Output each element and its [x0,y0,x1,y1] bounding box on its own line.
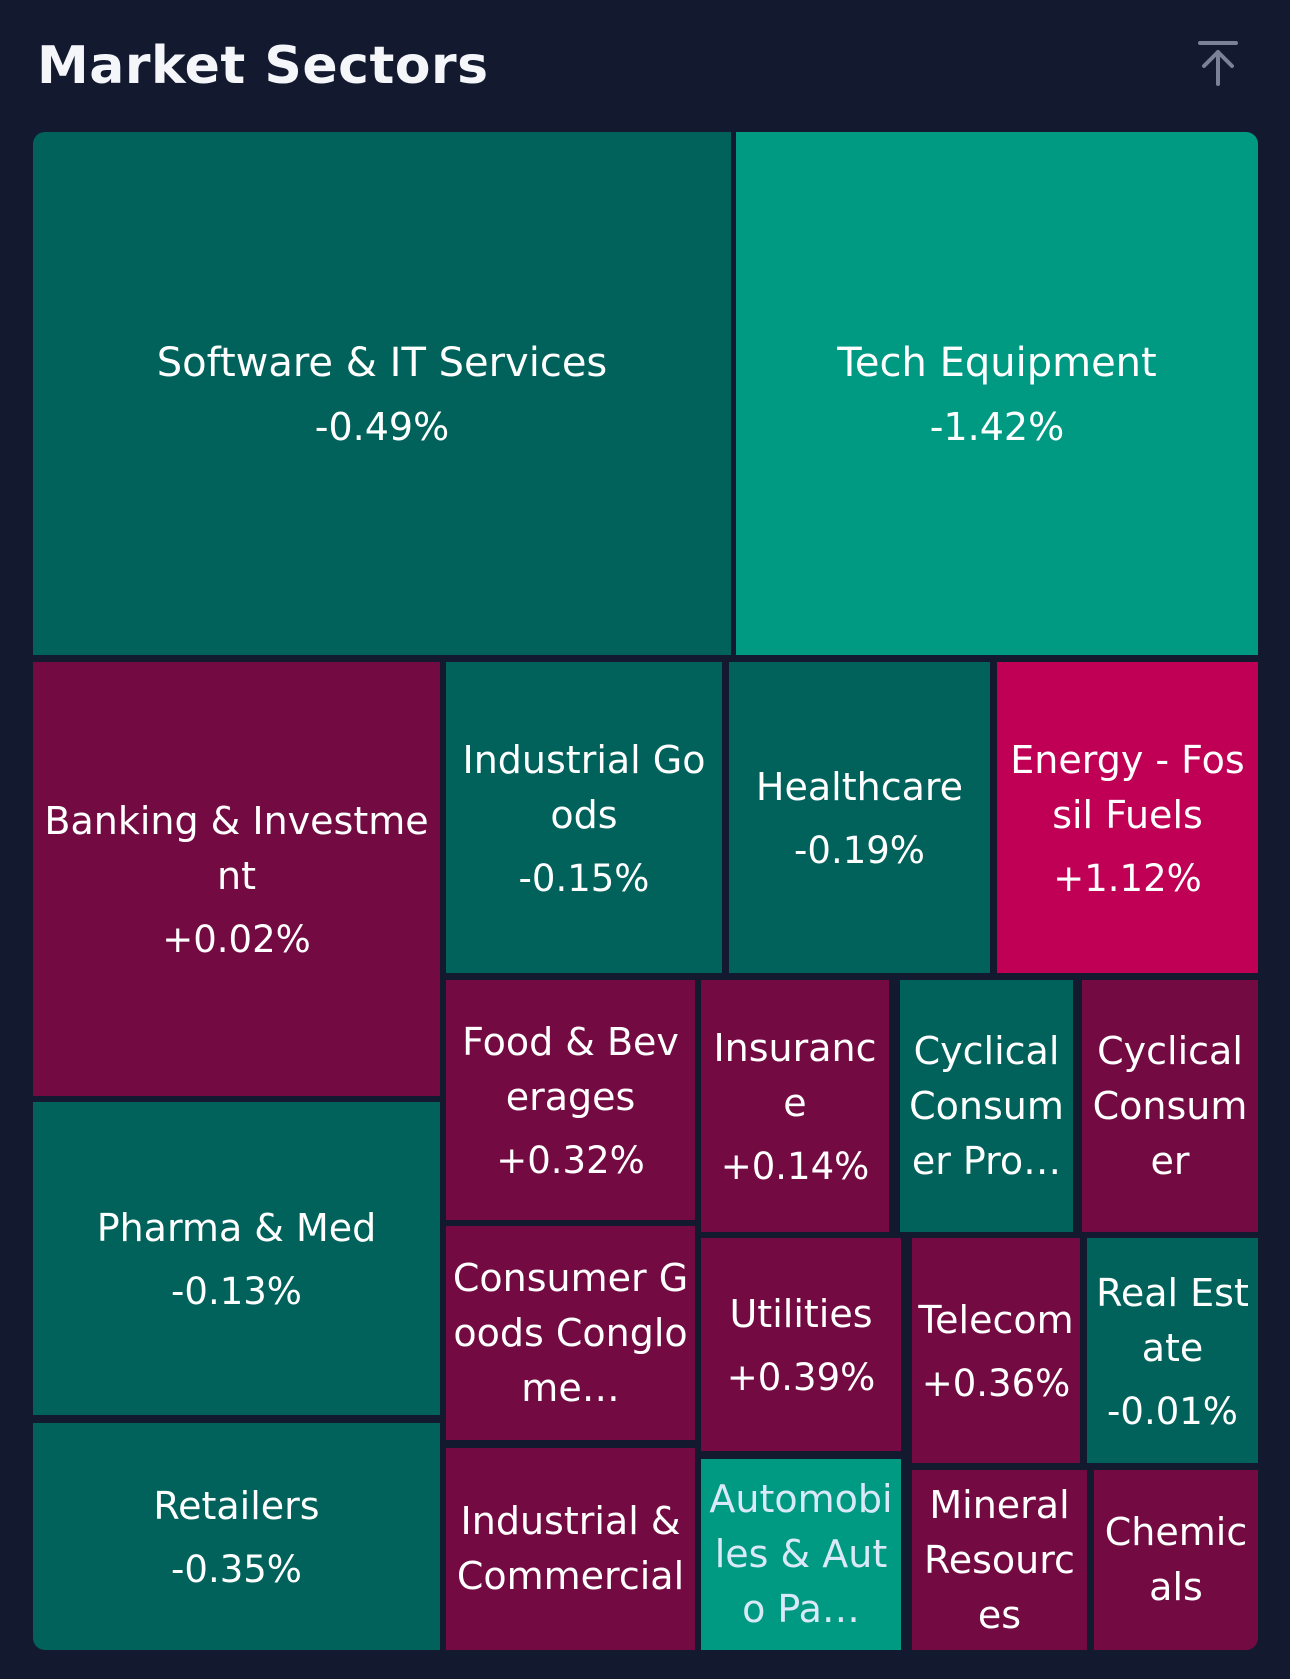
sector-tile-software-it-services[interactable]: Software & IT Services -0.49% [33,132,731,655]
sector-tile-healthcare[interactable]: Healthcare -0.19% [729,662,990,973]
sector-tile-energy-fossil-fuels[interactable]: Energy - Fossil Fuels +1.12% [997,662,1258,973]
sector-name: Pharma & Med [96,1206,377,1250]
sector-name: Real Estate [1096,1270,1249,1370]
sector-tile-industrial-commercial[interactable]: Industrial & Commercial [446,1448,695,1650]
sector-name: Energy - Fossil Fuels [1010,737,1245,837]
sector-tile-real-estate[interactable]: Real Estate -0.01% [1087,1238,1258,1463]
sector-tile-insurance[interactable]: Insurance +0.14% [701,980,889,1232]
sector-change: -0.19% [794,829,925,872]
sector-change: -0.13% [171,1270,302,1313]
header: Market Sectors [0,0,1290,128]
sector-tile-tech-equipment[interactable]: Tech Equipment -1.42% [736,132,1258,655]
sector-treemap: Software & IT Services -0.49% Tech Equip… [33,132,1258,1650]
sector-name: Automobiles & Auto Pa… [709,1477,893,1631]
page-title: Market Sectors [37,36,489,96]
sector-tile-banking-investment[interactable]: Banking & Investment +0.02% [33,662,440,1096]
sector-tile-retailers[interactable]: Retailers -0.35% [33,1423,440,1650]
sector-change: -0.15% [518,856,650,900]
sector-change: -0.35% [171,1548,302,1591]
sector-name: Cyclical Consumer Pro… [909,1028,1064,1183]
sector-tile-food-beverages[interactable]: Food & Beverages +0.32% [446,980,695,1220]
sector-name: Food & Beverages [462,1020,679,1119]
sector-name: Utilities [729,1292,873,1336]
sector-change: +0.14% [720,1145,870,1188]
sector-tile-consumer-goods-conglomerates[interactable]: Consumer Goods Conglome… [446,1226,695,1440]
sector-name: Cyclical Consumer [1092,1028,1248,1183]
sector-name: Telecom [918,1298,1074,1342]
sector-change: -0.01% [1107,1389,1238,1433]
arrow-up-to-line-icon [1198,41,1238,86]
sector-name: Healthcare [755,765,964,809]
sector-tile-pharma-med[interactable]: Pharma & Med -0.13% [33,1102,440,1415]
sector-name: Chemicals [1104,1510,1248,1609]
sector-change: +1.12% [1053,856,1202,900]
sector-change: -1.42% [929,405,1065,449]
sector-tile-automobiles-auto-parts[interactable]: Automobiles & Auto Pa… [701,1459,901,1650]
sector-tile-industrial-goods[interactable]: Industrial Goods -0.15% [446,662,722,973]
sector-name: Retailers [153,1484,320,1528]
sector-tile-telecom[interactable]: Telecom +0.36% [912,1238,1080,1463]
sector-name: Industrial & Commercial [456,1499,685,1598]
sector-change: -0.49% [314,405,450,449]
sector-tile-mineral-resources[interactable]: Mineral Resources [912,1470,1087,1650]
sector-tile-utilities[interactable]: Utilities +0.39% [701,1238,901,1451]
sector-name: Mineral Resources [924,1482,1075,1637]
sector-change: +0.02% [162,918,311,961]
sector-name: Consumer Goods Conglome… [452,1255,689,1410]
sector-tile-cyclical-consumer-products[interactable]: Cyclical Consumer Pro… [900,980,1073,1232]
sector-change: +0.39% [726,1356,876,1399]
sector-name: Software & IT Services [156,340,608,386]
sector-change: +0.32% [496,1139,645,1182]
sector-tile-cyclical-consumer[interactable]: Cyclical Consumer [1082,980,1258,1232]
sector-change: +0.36% [921,1362,1071,1405]
sector-name: Tech Equipment [837,340,1157,386]
scroll-to-top-button[interactable] [1196,38,1240,88]
sector-name: Insurance [713,1026,877,1125]
sector-name: Industrial Goods [462,737,706,837]
sector-tile-chemicals[interactable]: Chemicals [1094,1470,1258,1650]
sector-name: Banking & Investment [44,799,429,898]
